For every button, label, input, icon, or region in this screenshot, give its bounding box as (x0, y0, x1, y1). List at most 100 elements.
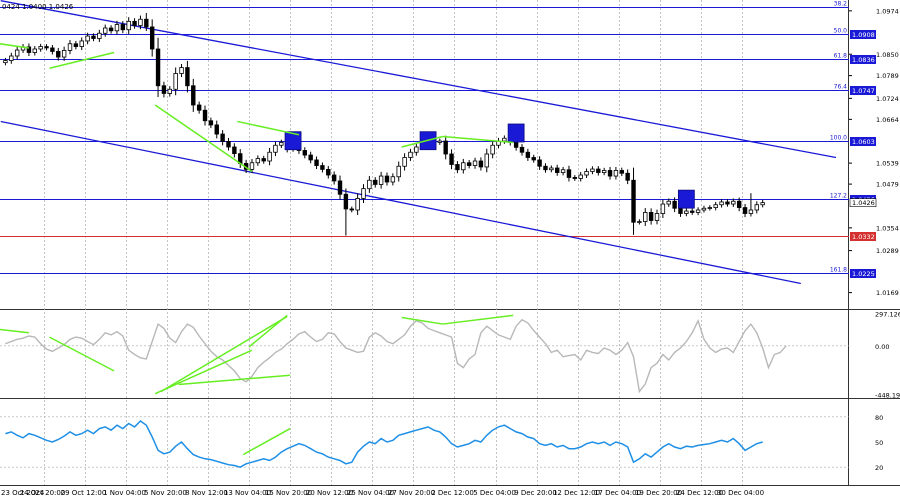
osc1-divergence-line (0, 328, 29, 334)
candle-down (91, 35, 96, 39)
candle-up (255, 158, 261, 164)
candle-up (361, 188, 366, 199)
x-tick-label: 30 Dec 04:00 (717, 489, 764, 497)
candle-up (355, 198, 360, 211)
candle-down (144, 18, 149, 28)
candle-up (484, 153, 489, 168)
channel-line (0, 120, 801, 285)
candle-down (261, 158, 266, 162)
candle-down (331, 174, 337, 182)
candle-down (56, 51, 61, 58)
fib-price-box (850, 55, 876, 64)
candle-up (390, 176, 396, 183)
candle-down (607, 170, 613, 177)
x-tick-label: 20 Nov 12:00 (306, 489, 353, 497)
candle-up (748, 209, 754, 214)
candle-down (320, 165, 325, 170)
candle-up (79, 40, 84, 47)
candle-up (760, 202, 765, 206)
candle-down (120, 24, 126, 31)
candle-up (267, 151, 272, 162)
osc1-divergence-line (178, 374, 291, 386)
candle-up (707, 207, 713, 209)
candle-up (754, 204, 759, 211)
grid-layer (0, 0, 849, 485)
candle-up (666, 200, 671, 205)
candle-down (155, 48, 161, 87)
candle-up (273, 144, 278, 153)
x-tick-label: 29 Oct 12:00 (61, 489, 107, 497)
candle-up (14, 49, 20, 57)
candle-down (725, 201, 730, 205)
candle-down (214, 124, 219, 135)
candle-up (114, 24, 120, 32)
x-tick-label: 24 Oct 20:00 (20, 489, 66, 497)
candle-down (736, 200, 742, 208)
candle-down (672, 200, 677, 209)
osc2-bottom-label: 20 (875, 464, 883, 472)
signal-box (284, 131, 302, 151)
x-tick-label: 13 Nov 04:00 (224, 489, 271, 497)
osc2-top-label: 80 (875, 414, 883, 422)
price-divergence-line (154, 104, 253, 173)
candle-up (167, 88, 172, 94)
candle-down (349, 208, 354, 211)
candle-up (584, 171, 589, 176)
candle-down (742, 207, 748, 214)
candle-down (232, 146, 237, 155)
last-price-box (849, 198, 877, 207)
candle-up (660, 203, 666, 214)
candle-up (713, 204, 718, 208)
x-tick-label: 25 Nov 04:00 (347, 489, 394, 497)
candle-down (648, 212, 654, 221)
osc1-divergence-line (442, 314, 514, 325)
candle-up (279, 142, 284, 146)
candle-up (643, 212, 648, 222)
x-tick-label: 23 Oct 2024 (1, 489, 45, 497)
candle-up (461, 162, 466, 171)
fib-price-box (850, 137, 876, 146)
candle-down (678, 207, 683, 214)
price-tick-label: 1.0479 (876, 181, 899, 189)
x-tick-label: 24 Dec 12:00 (676, 489, 723, 497)
candle-down (26, 46, 32, 53)
price-tick-label: 1.0354 (876, 224, 899, 232)
osc2-mid-label: 50 (875, 439, 883, 447)
fib-price-label: 1.0603 (852, 138, 875, 146)
candle-down (308, 154, 313, 161)
candle-up (103, 27, 108, 34)
candle-up (654, 213, 660, 221)
candle-up (3, 60, 8, 64)
candle-down (519, 146, 525, 153)
divergence-lines (0, 43, 514, 173)
osc1-top-label: 297.1261 (875, 311, 900, 319)
fib-level-label: 61.8 (834, 53, 848, 60)
candle-up (472, 160, 478, 166)
osc2-line (5, 420, 763, 469)
candle-up (408, 151, 413, 158)
candle-down (149, 26, 155, 50)
osc1-divergence-line (154, 349, 253, 395)
candle-down (73, 43, 79, 47)
osc1-line (5, 318, 787, 394)
price-tick-label: 1.0169 (876, 289, 899, 297)
candles (3, 12, 765, 236)
price-tick-label: 1.0289 (876, 247, 899, 255)
osc2-divergence-line (242, 427, 291, 456)
candle-down (208, 120, 214, 126)
candle-down (50, 47, 55, 52)
candle-up (32, 48, 37, 53)
osc1-bottom-label: -448.195 (875, 392, 900, 400)
fib-level-label: 38.2 (834, 1, 848, 8)
candle-down (631, 179, 636, 223)
last-price-label: 1.0426 (852, 199, 875, 207)
x-tick-label: 5 Dec 04:00 (473, 489, 516, 497)
osc1-divergence-line (401, 316, 443, 325)
fib-price-label: 1.0225 (852, 270, 875, 278)
candle-down (466, 162, 472, 166)
candle-up (173, 73, 178, 90)
